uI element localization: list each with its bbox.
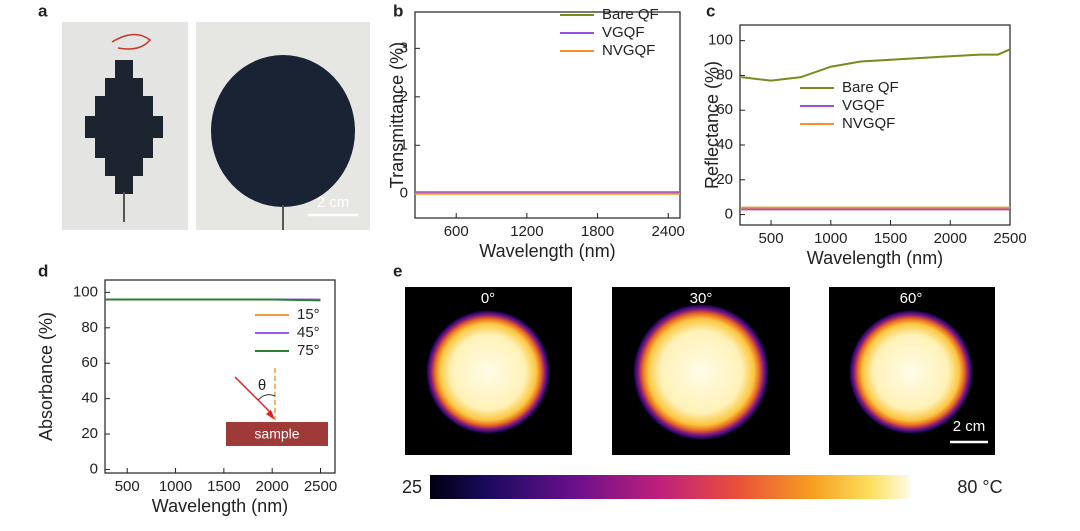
legend-label: VGQF xyxy=(842,97,885,114)
x-axis-title: Wavelength (nm) xyxy=(479,241,615,261)
data-line xyxy=(741,48,1011,82)
plot-frame xyxy=(104,279,336,474)
y-tick-label: 0 xyxy=(90,460,98,477)
x-tick-label: 2500 xyxy=(993,230,1026,247)
y-tick-label: 40 xyxy=(716,136,733,153)
colorbar xyxy=(430,475,910,499)
legend-label: Bare QF xyxy=(602,6,659,23)
x-tick-label: 1500 xyxy=(207,478,240,495)
angle-symbol: θ xyxy=(258,377,266,394)
x-tick-label: 1200 xyxy=(510,223,543,240)
panel-label: a xyxy=(38,1,48,20)
y-tick-label: 20 xyxy=(716,171,733,188)
x-tick-label: 1500 xyxy=(874,230,907,247)
legend-label: NVGQF xyxy=(602,42,655,59)
y-tick-label: 60 xyxy=(81,354,98,371)
legend-label: 45° xyxy=(297,324,320,341)
y-tick-label: 80 xyxy=(81,319,98,336)
x-tick-label: 1000 xyxy=(159,478,192,495)
y-tick-label: 0 xyxy=(400,185,408,202)
inset: θ sample xyxy=(226,368,328,446)
panel-label: b xyxy=(393,1,403,20)
x-tick-label: 500 xyxy=(759,230,784,247)
photo-right: 2 cm xyxy=(196,22,370,230)
plot-frame xyxy=(414,11,681,219)
x-axis-title: Wavelength (nm) xyxy=(152,496,288,516)
y-axis-title: Absorbance (%) xyxy=(36,312,56,441)
legend-label: 75° xyxy=(297,342,320,359)
thermal-images: 0° 30° 60° 2 cm xyxy=(405,287,995,455)
scale-bar-label: 2 cm xyxy=(317,194,350,211)
x-tick-label: 2500 xyxy=(304,478,337,495)
colorbar-max: 80 °C xyxy=(957,477,1002,497)
photo-left xyxy=(62,22,188,230)
x-tick-label: 1800 xyxy=(581,223,614,240)
plot-frame xyxy=(739,24,1011,226)
y-tick-label: 3 xyxy=(400,39,408,56)
panel-label: c xyxy=(706,1,715,20)
angle-label: 30° xyxy=(690,290,713,307)
y-tick-label: 100 xyxy=(73,283,98,300)
legend-label: NVGQF xyxy=(842,115,895,132)
sample-label: sample xyxy=(254,426,299,442)
y-tick-label: 40 xyxy=(81,390,98,407)
x-tick-label: 2000 xyxy=(255,478,288,495)
y-tick-label: 100 xyxy=(708,32,733,49)
scale-bar-label: 2 cm xyxy=(953,418,986,435)
x-tick-label: 2000 xyxy=(934,230,967,247)
x-axis-title: Wavelength (nm) xyxy=(807,248,943,268)
colorbar-min: 25 xyxy=(402,477,422,497)
y-axis-title: Reflectance (%) xyxy=(702,61,722,189)
y-tick-label: 80 xyxy=(716,66,733,83)
panel-label: e xyxy=(393,261,402,280)
x-tick-label: 1000 xyxy=(814,230,847,247)
legend-label: VGQF xyxy=(602,24,645,41)
panel-label: d xyxy=(38,261,48,280)
angle-label: 0° xyxy=(481,290,495,307)
y-tick-label: 1 xyxy=(400,136,408,153)
legend-label: 15° xyxy=(297,306,320,323)
y-tick-label: 60 xyxy=(716,101,733,118)
y-tick-label: 2 xyxy=(400,88,408,105)
data-line xyxy=(105,298,321,302)
y-axis-title: Transmittance (%) xyxy=(387,42,407,188)
x-tick-label: 600 xyxy=(444,223,469,240)
y-tick-label: 0 xyxy=(725,206,733,223)
angle-label: 60° xyxy=(900,290,923,307)
x-tick-label: 2400 xyxy=(652,223,685,240)
x-tick-label: 500 xyxy=(115,478,140,495)
legend-label: Bare QF xyxy=(842,79,899,96)
y-tick-label: 20 xyxy=(81,425,98,442)
